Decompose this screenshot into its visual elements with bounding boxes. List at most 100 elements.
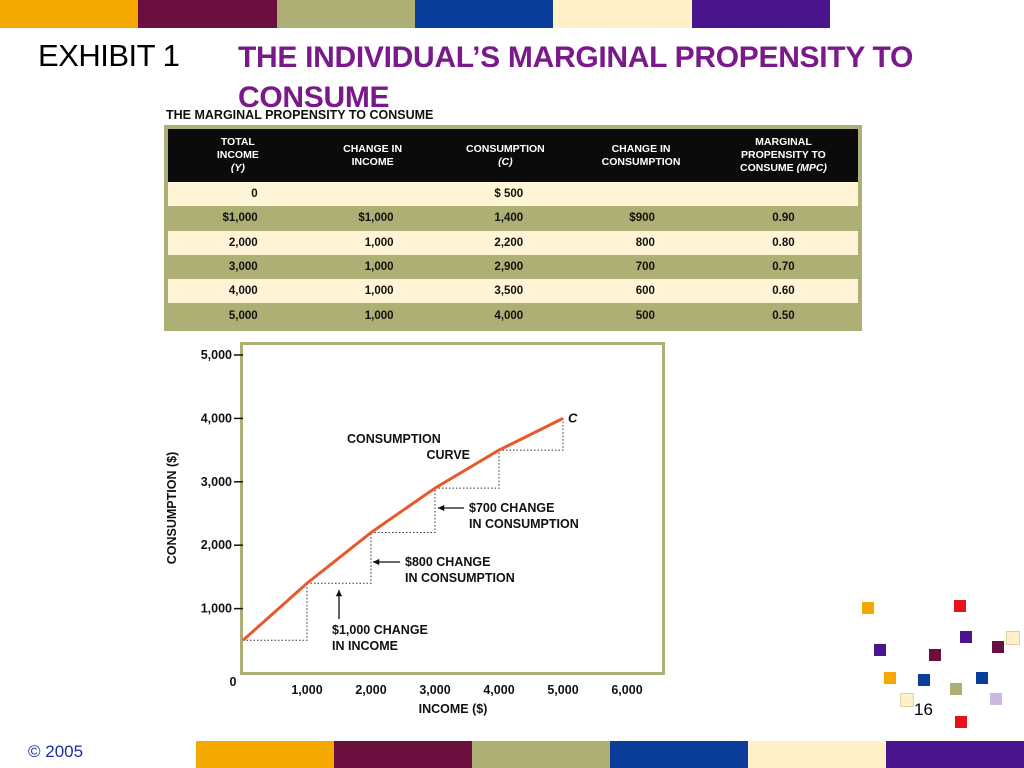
- table-cell: 3,000: [228, 261, 258, 274]
- band-segment: [276, 0, 415, 28]
- table-cell: $900: [629, 212, 655, 225]
- top-color-band: [0, 0, 830, 28]
- table-row: 0 $ 500: [168, 182, 858, 207]
- decor-square: [1006, 631, 1020, 645]
- step-line: [371, 488, 436, 534]
- table-cell: $ 500: [494, 188, 524, 201]
- table-header-cell: CONSUMPTION (C): [465, 142, 545, 168]
- x-tick-label: 2,000: [355, 683, 386, 697]
- table-cell: 5,000: [228, 309, 258, 322]
- mpc-table: TOTAL INCOME (Y) CHANGE IN INCOME CONSUMPTION…: [168, 129, 858, 328]
- decor-square: [929, 649, 941, 661]
- decor-square: [976, 672, 988, 684]
- band-segment: [553, 0, 692, 28]
- table-cell: 4,000: [228, 285, 258, 298]
- step-line: [243, 583, 308, 641]
- x-tick-label: 5,000: [547, 683, 578, 697]
- annotation-c700: IN CONSUMPTION: [469, 517, 579, 531]
- decor-square: [992, 641, 1004, 653]
- chart-plot-frame: [240, 342, 665, 675]
- band-segment: [748, 741, 886, 768]
- step-line: [499, 418, 564, 451]
- table-cell: 4,000: [494, 309, 524, 322]
- band-segment: [610, 741, 748, 768]
- table-cell: $1,000: [358, 212, 394, 225]
- decor-square: [862, 602, 874, 614]
- band-segment: [0, 0, 139, 28]
- annotation-inc1000: $1,000 CHANGE: [332, 623, 428, 637]
- table-cell: 3,500: [494, 285, 524, 298]
- band-segment: [414, 0, 554, 28]
- table-header-row: TOTAL INCOME (Y) CHANGE IN INCOME CONSUMPTION…: [168, 129, 858, 182]
- copyright: © 2005: [28, 742, 84, 761]
- y-tick-label: 5,000: [201, 348, 232, 362]
- band-segment: [138, 0, 277, 28]
- table-cell: 2,900: [494, 261, 524, 274]
- y-tick-label: 3,000: [201, 475, 232, 489]
- arrow-inc1000-head: [335, 590, 343, 597]
- y-axis-title: CONSUMPTION ($): [165, 452, 179, 565]
- arrow-c800-head: [373, 558, 380, 566]
- annotation-curve: CURVE: [426, 448, 470, 462]
- y-tick-label: 1,000: [201, 602, 232, 616]
- slide-title: THE INDIVIDUAL’S MARGINAL PROPENSITY TO …: [238, 41, 914, 114]
- table-cell: 800: [635, 236, 655, 249]
- table-row: 5,000 1,000 4,000 500 0.50: [168, 303, 858, 328]
- decor-square: [918, 674, 930, 686]
- annotation-c700: $700 CHANGE: [469, 501, 554, 515]
- y-tick-label: 2,000: [201, 538, 232, 552]
- page-number: 16: [914, 700, 933, 719]
- decor-square: [960, 631, 972, 643]
- table-header-cell: CHANGE IN CONSUMPTION: [601, 142, 681, 168]
- x-tick-label: 4,000: [483, 683, 514, 697]
- table-cell: 1,000: [364, 285, 394, 298]
- decor-square: [874, 644, 886, 656]
- decor-square: [884, 672, 896, 684]
- band-segment: [886, 741, 1024, 768]
- table-header-cell: MARGINAL PROPENSITY TO CONSUME (MPC): [739, 136, 827, 174]
- table-cell: 500: [635, 309, 655, 322]
- annotation-c800: IN CONSUMPTION: [405, 571, 515, 585]
- table-cell: 1,000: [364, 236, 394, 249]
- mpc-table-frame: TOTAL INCOME (Y) CHANGE IN INCOME CONSUMPTION…: [164, 125, 862, 331]
- band-segment: [691, 0, 830, 28]
- table-header-cell: CHANGE IN INCOME: [343, 142, 403, 168]
- step-line: [435, 450, 500, 489]
- decor-square: [950, 683, 962, 695]
- table-cell: 0.90: [772, 212, 795, 225]
- table-cell: 0.70: [772, 261, 795, 274]
- band-segment: [472, 741, 610, 768]
- table-cell: 2,000: [228, 236, 258, 249]
- table-row: 3,000 1,000 2,900 700 0.70: [168, 254, 858, 280]
- table-row: $1,000 $1,000 1,400 $900 0.90: [168, 206, 858, 231]
- table-row: 2,000 1,000 2,200 800 0.80: [168, 230, 858, 255]
- x-axis-title: INCOME ($): [419, 702, 488, 716]
- decor-square: [955, 716, 967, 728]
- x-tick-label: 1,000: [291, 683, 322, 697]
- origin-label: 0: [230, 675, 237, 689]
- table-cell: 0.50: [772, 309, 795, 322]
- series-label: C: [568, 410, 578, 425]
- table-cell: 2,200: [494, 236, 524, 249]
- table-row: 4,000 1,000 3,500 600 0.60: [168, 279, 858, 304]
- table-cell: 1,000: [364, 309, 394, 322]
- table-body: 0 $ 500 $1,000 $1,000 1,400 $900 0.90 2,000 1,00…: [168, 182, 858, 328]
- annotation-inc1000: IN INCOME: [332, 639, 398, 653]
- decor-square: [954, 600, 966, 612]
- band-segment: [334, 741, 472, 768]
- decor-square: [900, 693, 914, 707]
- x-tick-label: 3,000: [419, 683, 450, 697]
- table-cell: 1,000: [364, 261, 394, 274]
- table-cell: 0: [251, 188, 258, 201]
- exhibit-label: EXHIBIT 1: [38, 38, 180, 73]
- table-cell: 700: [635, 261, 655, 274]
- table-cell: 600: [635, 285, 655, 298]
- table-cell: 0.60: [772, 285, 795, 298]
- table-caption: THE MARGINAL PROPENSITY TO CONSUME: [166, 108, 434, 122]
- x-tick-label: 6,000: [611, 683, 642, 697]
- table-header-cell: TOTAL INCOME (Y): [216, 136, 259, 174]
- annotation-c800: $800 CHANGE: [405, 555, 490, 569]
- band-segment: [196, 741, 334, 768]
- table-cell: 0.80: [772, 236, 795, 249]
